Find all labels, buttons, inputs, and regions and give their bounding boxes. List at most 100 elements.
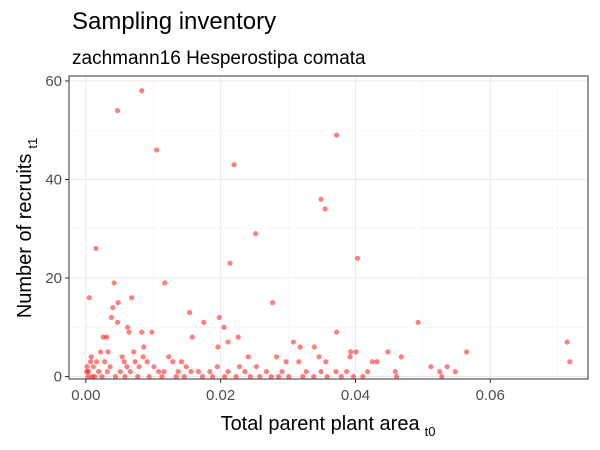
data-point — [149, 329, 155, 335]
chart-subtitle: zachmann16 Hesperostipa comata — [72, 48, 366, 69]
data-point — [323, 359, 329, 365]
data-point — [132, 359, 138, 365]
y-axis-title: Number of recruits t1 — [14, 138, 40, 318]
data-point — [178, 359, 185, 365]
plot-panel — [68, 75, 589, 380]
data-point — [415, 319, 421, 325]
data-point — [333, 132, 340, 138]
data-point — [139, 329, 145, 335]
data-point — [114, 319, 121, 325]
data-point — [214, 364, 220, 370]
data-point — [393, 373, 400, 380]
data-point — [231, 162, 237, 168]
data-point — [290, 339, 297, 345]
panel-background — [69, 76, 588, 379]
data-point — [333, 329, 340, 335]
data-point — [296, 359, 302, 365]
data-point — [187, 309, 193, 316]
data-point — [87, 359, 94, 365]
data-point — [364, 369, 371, 375]
data-point — [146, 373, 152, 380]
data-point — [199, 373, 206, 380]
y-axis-title-text: Number of recruits — [14, 154, 36, 319]
data-point — [195, 369, 202, 375]
data-point — [154, 147, 160, 153]
data-point — [170, 359, 176, 365]
data-point — [96, 369, 102, 375]
data-point — [564, 339, 570, 345]
data-point — [88, 354, 94, 360]
data-point — [444, 364, 450, 370]
data-point — [86, 295, 92, 301]
major-gridlines — [69, 76, 588, 379]
data-points — [83, 88, 573, 380]
data-point — [253, 364, 259, 370]
data-point — [354, 255, 361, 261]
x-tick-label: 0.02 — [206, 387, 235, 404]
data-point — [114, 107, 121, 114]
x-tick-label: 0.04 — [341, 387, 370, 404]
x-tick-label: 0.00 — [71, 387, 100, 404]
data-point — [360, 373, 366, 380]
data-point — [439, 373, 445, 380]
panel-border — [68, 75, 589, 380]
data-point — [324, 373, 330, 380]
data-point — [85, 373, 91, 380]
data-point — [183, 364, 189, 370]
data-point — [151, 364, 157, 370]
data-point — [124, 364, 130, 370]
y-tick-label: 20 — [45, 270, 62, 287]
data-point — [222, 373, 228, 380]
data-point — [121, 359, 127, 365]
data-point — [233, 373, 239, 380]
data-point — [181, 373, 187, 380]
data-point — [119, 354, 125, 360]
data-point — [98, 349, 104, 355]
data-point — [139, 88, 145, 94]
data-point — [162, 280, 168, 286]
data-point — [236, 364, 243, 370]
data-point — [85, 369, 92, 375]
x-axis-title-text: Total parent plant area — [221, 413, 421, 435]
data-point — [452, 369, 458, 375]
data-point — [245, 354, 251, 360]
data-point — [125, 324, 131, 330]
data-point — [247, 373, 253, 380]
chart-title: Sampling inventory — [72, 8, 276, 35]
data-point — [122, 373, 128, 380]
data-point — [276, 373, 282, 380]
data-point — [279, 369, 285, 375]
data-point — [115, 300, 121, 306]
data-point — [104, 369, 111, 375]
data-point — [166, 354, 172, 360]
data-point — [105, 349, 111, 355]
data-point — [215, 344, 221, 350]
data-point — [257, 373, 263, 380]
data-point — [385, 349, 391, 355]
data-point — [94, 359, 100, 365]
x-axis-title: Total parent plant area t0 — [221, 413, 436, 439]
data-point — [108, 314, 115, 321]
data-point — [135, 373, 141, 380]
data-point — [175, 369, 181, 375]
minor-gridlines — [69, 76, 588, 379]
data-point — [84, 364, 90, 370]
data-point — [316, 354, 322, 360]
data-point — [141, 344, 147, 350]
x-tick-label: 0.06 — [476, 387, 505, 404]
data-point — [333, 369, 339, 375]
data-point — [209, 373, 216, 380]
data-point — [344, 369, 350, 375]
x-axis-title-subscript: t0 — [425, 424, 436, 439]
data-point — [322, 206, 328, 212]
data-point — [227, 260, 233, 266]
data-point — [188, 369, 194, 375]
data-point — [398, 354, 404, 360]
data-point — [104, 334, 110, 340]
data-point — [428, 364, 434, 370]
data-point — [269, 300, 276, 306]
data-point — [201, 319, 207, 325]
data-point — [338, 373, 344, 380]
data-point — [311, 373, 317, 380]
